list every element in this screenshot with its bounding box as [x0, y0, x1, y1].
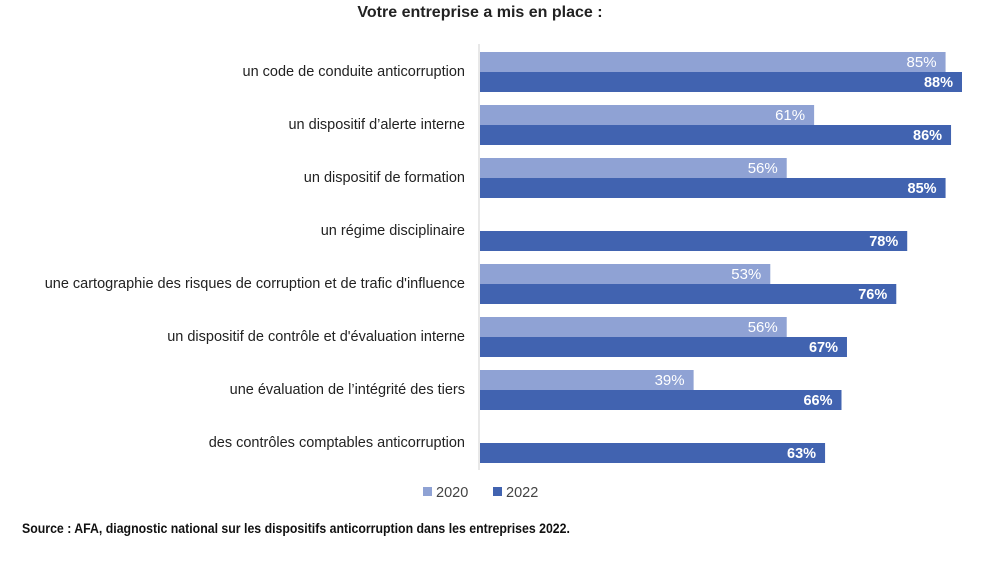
bar-2020 — [480, 370, 694, 390]
bar-2022 — [480, 125, 952, 145]
data-label: 63% — [787, 446, 816, 462]
data-label: 61% — [775, 107, 805, 124]
data-label: 86% — [913, 128, 942, 144]
bar-2022 — [480, 72, 962, 92]
category-label: un code de conduite anticorruption — [243, 64, 466, 80]
category-label: des contrôles comptables anticorruption — [209, 435, 465, 451]
data-label: 88% — [924, 75, 953, 91]
bar-2022 — [480, 231, 908, 251]
bar-2022 — [480, 178, 946, 198]
category-label: un régime disciplinaire — [321, 223, 465, 239]
data-label: 53% — [731, 266, 761, 283]
category-label: un dispositif d’alerte interne — [288, 117, 465, 133]
category-label: une cartographie des risques de corrupti… — [45, 276, 465, 292]
bar-2022 — [480, 284, 897, 304]
bar-2022 — [480, 337, 847, 357]
category-label: une évaluation de l’intégrité des tiers — [230, 382, 465, 398]
chart-title: Votre entreprise a mis en place : — [357, 4, 603, 21]
bar-2022 — [480, 443, 826, 463]
legend-swatch-2020 — [423, 487, 432, 496]
bar-2020 — [480, 317, 787, 337]
data-label: 39% — [655, 372, 685, 389]
data-label: 85% — [908, 181, 937, 197]
category-label: un dispositif de contrôle et d'évaluatio… — [167, 329, 465, 345]
legend-label: 2022 — [506, 485, 538, 501]
data-label: 78% — [869, 234, 898, 250]
bar-2020 — [480, 105, 815, 125]
legend-swatch-2022 — [493, 487, 502, 496]
legend-label: 2020 — [436, 485, 468, 501]
bar-2020 — [480, 52, 946, 72]
source-note: Source : AFA, diagnostic national sur le… — [22, 520, 570, 536]
bar-2022 — [480, 390, 842, 410]
data-label: 66% — [803, 393, 832, 409]
data-label: 85% — [907, 54, 937, 71]
bar-2020 — [480, 264, 771, 284]
data-label: 56% — [748, 319, 778, 336]
bar-2020 — [480, 158, 787, 178]
data-label: 76% — [858, 287, 887, 303]
category-label: un dispositif de formation — [304, 170, 465, 186]
data-label: 56% — [748, 160, 778, 177]
data-label: 67% — [809, 340, 838, 356]
